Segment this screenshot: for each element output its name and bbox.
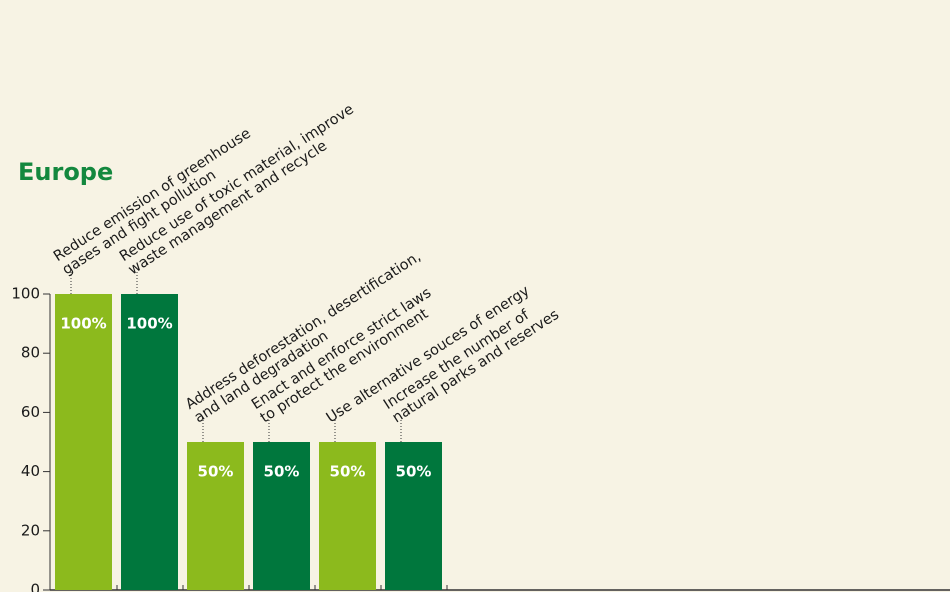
chart-title: Europe [18,158,113,186]
bar [55,294,112,590]
bar [187,442,244,590]
value-label: 50% [330,463,366,481]
value-label: 50% [396,463,432,481]
value-label: 100% [126,315,172,333]
y-tick-label: 40 [21,462,40,480]
bar [385,442,442,590]
bar [319,442,376,590]
value-label: 50% [198,463,234,481]
bar [253,442,310,590]
y-tick-label: 80 [21,344,40,362]
y-tick-label: 60 [21,403,40,421]
value-label: 50% [264,463,300,481]
y-tick-label: 20 [21,521,40,539]
y-tick-label: 100 [11,285,40,303]
bar [121,294,178,590]
y-tick-label: 0 [30,581,40,592]
value-label: 100% [60,315,106,333]
